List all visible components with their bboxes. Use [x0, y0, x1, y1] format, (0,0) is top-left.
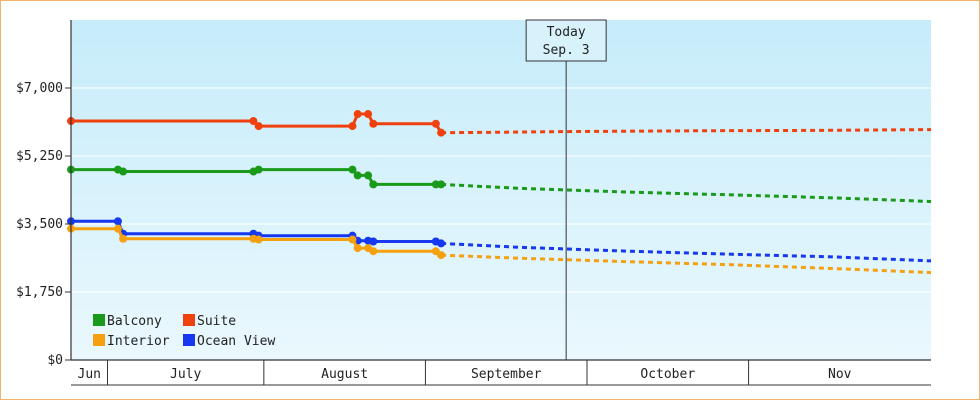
today-date-label: Sep. 3 [543, 43, 590, 58]
forecast-line-suite [441, 128, 932, 135]
month-label: September [471, 367, 542, 382]
series-lines [67, 110, 932, 275]
series-balcony [67, 165, 932, 203]
data-point-interior [348, 235, 357, 244]
forecast-line-balcony [441, 182, 932, 203]
legend-swatch-suite [183, 314, 195, 326]
data-point-balcony [119, 167, 128, 176]
month-label: Nov [828, 367, 852, 382]
y-tick-label: $7,000 [16, 81, 63, 96]
month-label: August [321, 367, 368, 382]
today-box [525, 19, 607, 62]
data-point-suite [348, 122, 357, 131]
data-point-ocean-view [113, 217, 122, 226]
data-point-suite [364, 110, 373, 119]
data-point-suite [249, 117, 258, 126]
data-point-interior [113, 224, 122, 233]
data-point-balcony [353, 171, 362, 180]
plot-area [71, 20, 931, 360]
data-point-balcony [437, 180, 446, 189]
legend-label-interior: Interior [107, 334, 170, 349]
legend-swatch-balcony [93, 314, 105, 326]
data-point-ocean-view [437, 239, 446, 248]
data-point-suite [254, 122, 263, 131]
data-point-interior [369, 247, 378, 256]
y-gridlines [71, 87, 931, 293]
y-tick-label: $1,750 [16, 285, 63, 300]
data-point-interior [119, 234, 128, 243]
legend-label-suite: Suite [197, 314, 236, 329]
data-point-interior [254, 235, 263, 244]
data-point-balcony [364, 171, 373, 180]
data-point-interior [437, 251, 446, 260]
month-label: July [170, 367, 201, 382]
month-label: Jun [78, 367, 101, 382]
forecast-line-ocean-view [441, 241, 932, 263]
forecast-line-interior [441, 253, 932, 275]
legend-label-ocean-view: Ocean View [197, 334, 275, 349]
legend-label-balcony: Balcony [107, 314, 162, 329]
legend-swatch-interior [93, 334, 105, 346]
y-tick-label: $5,250 [16, 149, 63, 164]
data-point-suite [353, 110, 362, 119]
month-axis: Jun July August September October Nov [71, 360, 931, 386]
series-interior [67, 224, 932, 275]
month-label: October [640, 367, 695, 382]
data-point-suite [431, 119, 440, 128]
today-marker: Today Sep. 3 [525, 19, 607, 360]
data-point-interior [353, 244, 362, 253]
data-point-ocean-view [369, 237, 378, 246]
data-point-balcony [348, 165, 357, 174]
y-tick-labels: $0 $1,750 $3,500 $5,250 $7,000 [16, 81, 71, 368]
y-tick-label: $3,500 [16, 217, 63, 232]
today-label: Today [547, 25, 586, 40]
data-point-suite [369, 119, 378, 128]
legend: Balcony Suite Interior Ocean View [93, 314, 275, 349]
data-point-balcony [254, 165, 263, 174]
y-tick-label: $0 [47, 353, 63, 368]
data-point-balcony [369, 180, 378, 189]
data-point-suite [437, 128, 446, 137]
axes [70, 20, 931, 361]
series-suite [67, 110, 932, 137]
legend-swatch-ocean-view [183, 334, 195, 346]
